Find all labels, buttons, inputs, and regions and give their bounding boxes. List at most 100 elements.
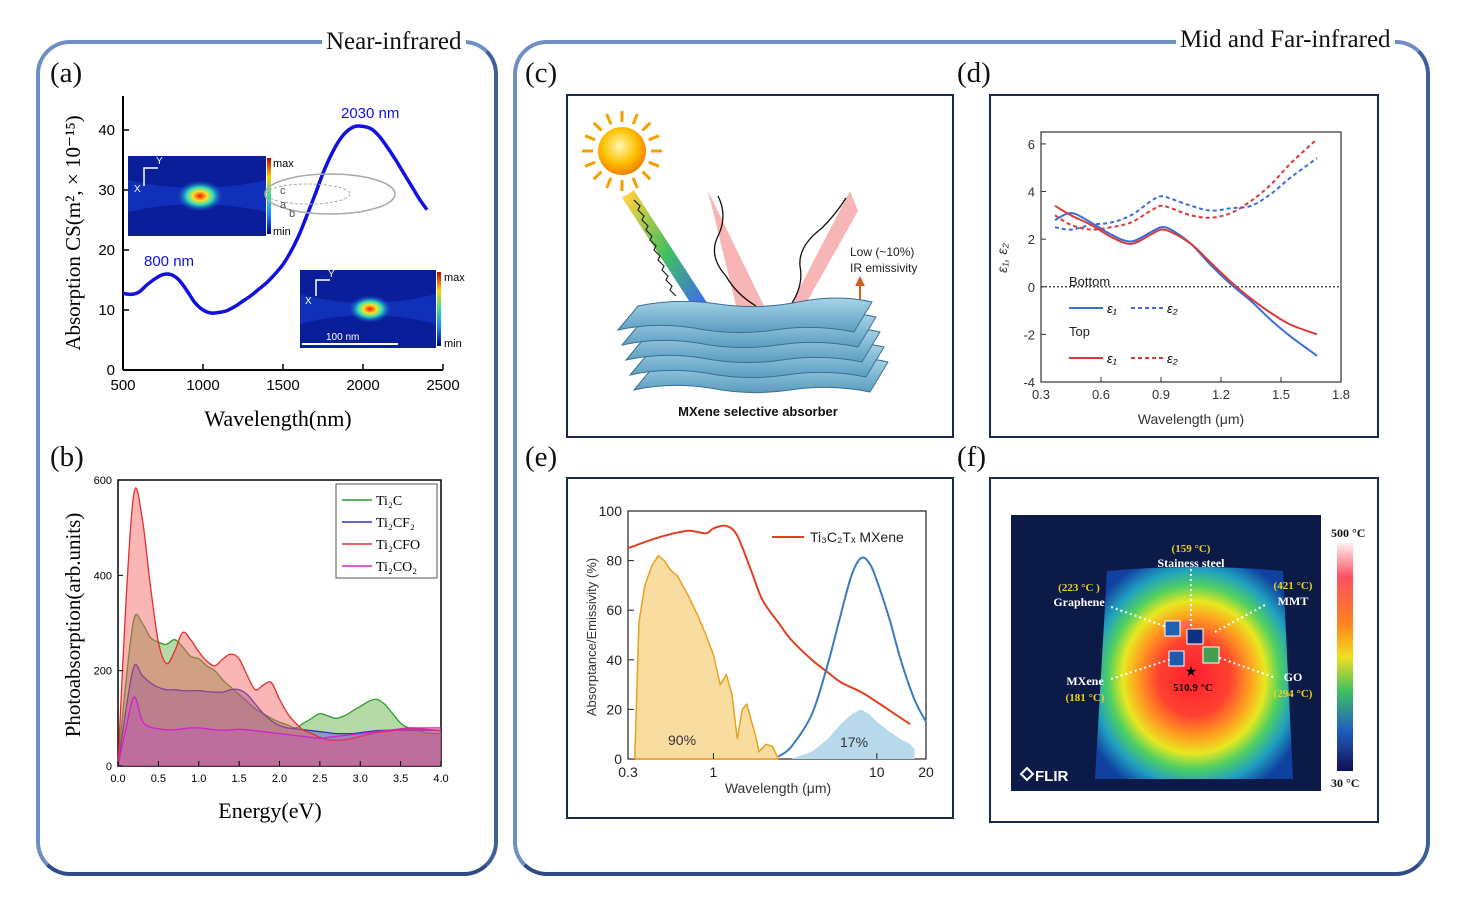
e-line-0: [627, 524, 911, 726]
e-ytick-3: 60: [606, 602, 622, 618]
mid-far-infrared-frame: [513, 40, 1430, 876]
f-colorbar: [1337, 543, 1353, 771]
d-xlabel: Wavelength (μm): [1138, 411, 1244, 427]
f-colorbar-max: 500 °C: [1331, 526, 1365, 540]
chart-e-emissivity: 0.3 1 10 20 0 20 40 60 80 100 Ti₃C₂Tₓ MXene 90% 1…: [584, 503, 934, 796]
panel-c-box: Low (~10%) IR emissivity MXene selective…: [566, 94, 954, 438]
b-area-3: [118, 696, 441, 766]
c-caption: MXene selective absorber: [678, 404, 838, 419]
a-ytick-1: 10: [98, 302, 115, 319]
b-ytick-1: 200: [94, 666, 112, 678]
a-xlabel: Wavelength(nm): [204, 406, 351, 431]
near-infrared-frame: [36, 40, 498, 876]
a-ytick-0: 0: [107, 362, 115, 379]
b-area-1: [118, 664, 441, 766]
mxene-sheet-0: [616, 297, 873, 334]
d-xtick-4: 1.5: [1272, 387, 1290, 402]
e-xtick-3: 20: [918, 764, 934, 780]
near-infrared-title: Near-infrared: [322, 28, 466, 56]
e-ytick-2: 40: [606, 652, 622, 668]
panel-letter-b: (b): [50, 441, 84, 473]
f-center-temp: 510.9 °C: [1173, 682, 1213, 694]
b-line-2: [117, 487, 442, 767]
e-ytick-5: 100: [599, 503, 623, 519]
d-ytick-1: -2: [1023, 327, 1035, 342]
a-ytick-4: 40: [98, 122, 115, 139]
b-line-0: [117, 613, 442, 767]
panel-d-box: 0.3 0.6 0.9 1.2 1.5 1.8 -4 -2 0 2 4 6 Bottom ε₁ ε₂ …: [989, 94, 1379, 438]
b-legend: Ti₂C Ti₂CF₂ Ti₂CFO Ti₂CO₂: [335, 483, 438, 579]
panel-f-box: (159 °C) Stainess steel (223 °C ) Graphe…: [989, 477, 1379, 823]
chart-a-absorption: 500 1000 1500 2000 2500 0 10 20 30 40 2030 nm 800…: [61, 96, 465, 431]
a-inset1-b: b: [289, 208, 295, 220]
d-legend-bottom: Bottom: [1069, 274, 1110, 289]
e-xtick-1: 1: [710, 764, 718, 780]
b-legend-label-2: Ti₂CFO: [376, 538, 420, 553]
e-ylabel: Absorptance/Emissivity (%): [584, 558, 599, 716]
a-inset1-min: min: [273, 226, 291, 238]
a-inset2-axis-y: Y: [328, 269, 335, 280]
sun-icon: [582, 111, 662, 191]
d-line-0: [1054, 212, 1318, 357]
b-xtick-5: 2.5: [312, 773, 327, 785]
f-samples: [1164, 620, 1220, 667]
e-area-label-17: 17%: [840, 734, 868, 750]
f-temp-go: (294 °C): [1274, 688, 1313, 700]
b-xtick-7: 3.5: [393, 773, 408, 785]
e-ir-spectrum-area: [791, 709, 915, 759]
b-ylabel: Photoabsorption(arb.units): [61, 513, 85, 738]
a-absorption-line: [122, 124, 429, 315]
b-xtick-1: 0.5: [151, 773, 166, 785]
a-inset1-a: a: [280, 199, 287, 211]
a-inset2-axis-x: X: [305, 296, 312, 307]
d-line-3: [1054, 138, 1318, 231]
d-ytick-2: 0: [1028, 280, 1035, 295]
d-line-2: [1054, 204, 1318, 336]
panel-e-box: 0.3 1 10 20 0 20 40 60 80 100 Ti₃C₂Tₓ MXene 90% 1…: [566, 477, 954, 819]
b-legend-label-0: Ti₂C: [376, 494, 402, 509]
a-xtick-1: 1000: [186, 377, 219, 394]
f-temp-graphene: (223 °C ): [1058, 582, 1100, 594]
reflected-beam-right: [786, 191, 858, 314]
a-inset1-max: max: [273, 158, 294, 170]
e-legend: Ti₃C₂Tₓ MXene: [810, 529, 904, 545]
chart-b-photoabsorption: 0.0 0.5 1.0 1.5 2.0 2.5 3.0 3.5 4.0 0 200 400 600 Ti…: [61, 475, 449, 823]
b-xtick-6: 3.0: [353, 773, 368, 785]
d-xtick-2: 0.9: [1152, 387, 1170, 402]
svg-text:FLIR: FLIR: [1035, 768, 1068, 785]
e-ytick-0: 0: [614, 751, 622, 767]
a-inset2-scale: 100 nm: [326, 332, 359, 343]
f-thermal-image: (159 °C) Stainess steel (223 °C ) Graphe…: [1011, 515, 1365, 791]
a-ytick-3: 30: [98, 182, 115, 199]
panel-letter-f: (f): [957, 441, 986, 473]
e-xtick-0: 0.3: [618, 764, 638, 780]
e-ytick-4: 80: [606, 553, 622, 569]
a-inset2-max: max: [444, 272, 465, 284]
f-label-steel: Stainess steel: [1158, 556, 1226, 570]
a-annotation-2030: 2030 nm: [341, 105, 399, 122]
b-ytick-0: 0: [106, 761, 112, 773]
f-temp-mxene: (181 °C): [1066, 692, 1105, 704]
f-label-mxene: MXene: [1066, 674, 1104, 688]
a-xtick-3: 2000: [346, 377, 379, 394]
c-absorber-diagram: Low (~10%) IR emissivity MXene selective…: [582, 111, 917, 419]
d-line-1: [1054, 157, 1318, 231]
d-ytick-5: 6: [1028, 137, 1035, 152]
b-xtick-4: 2.0: [272, 773, 287, 785]
a-xtick-2: 1500: [266, 377, 299, 394]
d-ytick-4: 4: [1028, 185, 1035, 200]
f-temp-steel: (159 °C): [1172, 543, 1211, 555]
f-colorbar-min: 30 °C: [1331, 776, 1359, 790]
f-label-go: GO: [1284, 670, 1303, 684]
e-ytick-1: 20: [606, 701, 622, 717]
b-area-2: [118, 487, 441, 766]
d-xtick-1: 0.6: [1092, 387, 1110, 402]
d-legend-bottom-e1: ε₁: [1107, 301, 1117, 316]
panel-letter-d: (d): [957, 57, 991, 89]
d-xtick-5: 1.8: [1332, 387, 1350, 402]
a-ytick-2: 20: [98, 242, 115, 259]
d-ytick-0: -4: [1023, 375, 1035, 390]
b-line-3: [117, 696, 441, 767]
d-ylabel: ε₁, ε₂: [994, 242, 1010, 273]
e-solar-spectrum-area: [634, 554, 780, 760]
